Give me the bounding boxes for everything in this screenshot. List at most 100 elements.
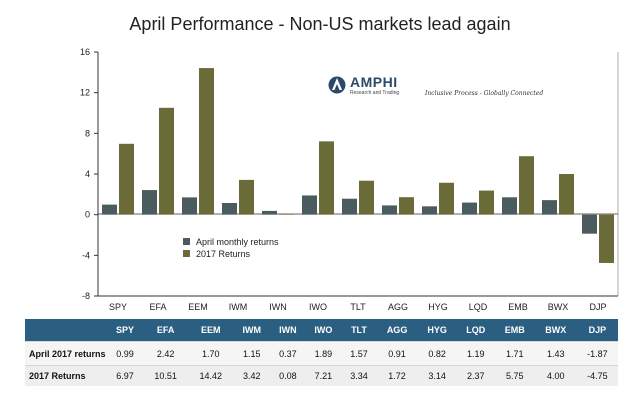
y-tick-label: 4 xyxy=(85,169,90,179)
x-tick-label: DJP xyxy=(589,302,606,312)
bar-bwx-series-1 xyxy=(559,174,574,215)
table-header-hyg: HYG xyxy=(417,319,457,342)
table-header-iwn: IWN xyxy=(270,319,306,342)
bar-iwo-series-0 xyxy=(302,195,317,215)
table-cell: 1.57 xyxy=(341,341,377,366)
legend-label-1: 2017 Returns xyxy=(196,249,251,259)
table-header-djp: DJP xyxy=(576,319,618,342)
bar-spy-series-1 xyxy=(119,143,134,215)
bar-iwm-series-1 xyxy=(239,179,254,215)
bar-eem-series-0 xyxy=(182,197,197,215)
bar-spy-series-0 xyxy=(102,204,117,215)
bar-eem-series-1 xyxy=(199,68,214,215)
bar-emb-series-0 xyxy=(502,197,517,215)
legend-label-0: April monthly returns xyxy=(196,237,279,247)
table-header-spy: SPY xyxy=(107,319,144,342)
x-tick-label: BWX xyxy=(548,302,569,312)
logo-tagline: Inclusive Process - Globally Connected xyxy=(425,90,544,97)
x-tick-label: IWN xyxy=(269,302,287,312)
table-cell: 1.70 xyxy=(188,341,234,366)
bar-efa-series-1 xyxy=(159,107,174,215)
bar-emb-series-1 xyxy=(519,156,534,215)
table-cell: 0.08 xyxy=(270,365,306,386)
x-tick-label: TLT xyxy=(350,302,366,312)
returns-table: SPY EFA EEM IWM IWN IWO TLT AGG HYG LQD EMB BWX DJP … xyxy=(25,319,618,386)
table-cell: 4.00 xyxy=(534,365,577,386)
bar-agg-series-1 xyxy=(399,197,414,215)
bar-iwo-series-1 xyxy=(319,141,334,215)
table-header-agg: AGG xyxy=(376,319,418,342)
table-cell: 3.34 xyxy=(341,365,377,386)
bar-lqd-series-0 xyxy=(462,202,477,215)
bar-djp-series-0 xyxy=(582,214,597,234)
x-tick-label: AGG xyxy=(388,302,408,312)
table-header-efa: EFA xyxy=(143,319,189,342)
bar-tlt-series-0 xyxy=(342,198,357,215)
amphi-logo-icon xyxy=(328,76,346,94)
table-row: 2017 Returns 6.97 10.51 14.42 3.42 0.08 7.21 3.… xyxy=(25,365,618,386)
table-cell: 0.91 xyxy=(376,341,418,366)
table-header-eem: EEM xyxy=(188,319,234,342)
y-tick-label: 0 xyxy=(85,210,90,220)
table-header-iwo: IWO xyxy=(305,319,342,342)
legend-swatch-1 xyxy=(183,250,190,257)
table-cell: 1.72 xyxy=(376,365,418,386)
table-cell: -1.87 xyxy=(576,341,618,366)
table-cell: 1.89 xyxy=(305,341,342,366)
chart-title: April Performance - Non-US markets lead … xyxy=(129,14,511,34)
bar-tlt-series-1 xyxy=(359,180,374,215)
x-tick-label: IWO xyxy=(309,302,327,312)
table-cell: 0.37 xyxy=(270,341,306,366)
table-cell: 1.19 xyxy=(456,341,495,366)
table-cell: 1.71 xyxy=(494,341,535,366)
bar-bwx-series-0 xyxy=(542,200,557,215)
table-cell: 2.42 xyxy=(143,341,189,366)
table-header-tlt: TLT xyxy=(341,319,377,342)
table-header-iwm: IWM xyxy=(233,319,271,342)
table-cell: 10.51 xyxy=(143,365,189,386)
bar-iwn-series-1 xyxy=(279,213,294,215)
table-cell: 0.99 xyxy=(107,341,144,366)
logo-name: AMPHI xyxy=(350,74,398,90)
bar-djp-series-1 xyxy=(599,214,614,263)
x-tick-label: EFA xyxy=(149,302,166,312)
bar-lqd-series-1 xyxy=(479,190,494,215)
y-tick-label: 8 xyxy=(85,128,90,138)
table-cell: 3.14 xyxy=(417,365,457,386)
table-cell: 3.42 xyxy=(233,365,271,386)
x-tick-label: SPY xyxy=(109,302,127,312)
table-header-lqd: LQD xyxy=(456,319,495,342)
logo-subtitle: Research and Trading xyxy=(350,90,400,96)
y-tick-label: 12 xyxy=(80,88,90,98)
legend-swatch-0 xyxy=(183,238,190,245)
bar-efa-series-0 xyxy=(142,190,157,215)
table-corner-cell xyxy=(25,319,107,342)
x-tick-label: EEM xyxy=(188,302,208,312)
table-cell: 2.37 xyxy=(456,365,495,386)
table-row: April 2017 returns 0.99 2.42 1.70 1.15 0.37 1.… xyxy=(25,341,618,366)
bar-chart: 16 12 8 4 0 -4 -8 SPY EFA EEM IWM IWN IWO TLT AGG HYG L… xyxy=(80,47,619,312)
table-cell: 1.43 xyxy=(534,341,577,366)
x-tick-label: HYG xyxy=(428,302,448,312)
x-tick-label: IWM xyxy=(229,302,248,312)
table-row-label: April 2017 returns xyxy=(25,341,107,366)
table-cell: 14.42 xyxy=(188,365,234,386)
bar-iwm-series-0 xyxy=(222,202,237,215)
table-cell: 0.82 xyxy=(417,341,457,366)
table-row-label: 2017 Returns xyxy=(25,365,107,386)
table-cell: 6.97 xyxy=(107,365,144,386)
x-tick-label: LQD xyxy=(469,302,488,312)
table-cell: 1.15 xyxy=(233,341,271,366)
y-tick-label: 16 xyxy=(80,47,90,57)
table-cell: 7.21 xyxy=(305,365,342,386)
table-cell: 5.75 xyxy=(494,365,535,386)
bar-hyg-series-0 xyxy=(422,206,437,215)
table-header-row: SPY EFA EEM IWM IWN IWO TLT AGG HYG LQD EMB BWX DJP xyxy=(25,319,618,342)
x-tick-label: EMB xyxy=(508,302,528,312)
y-tick-label: -4 xyxy=(82,250,90,260)
table-header-bwx: BWX xyxy=(534,319,577,342)
table-header-emb: EMB xyxy=(494,319,535,342)
table-cell: -4.75 xyxy=(576,365,618,386)
bar-agg-series-0 xyxy=(382,205,397,215)
bar-iwn-series-0 xyxy=(262,210,277,215)
